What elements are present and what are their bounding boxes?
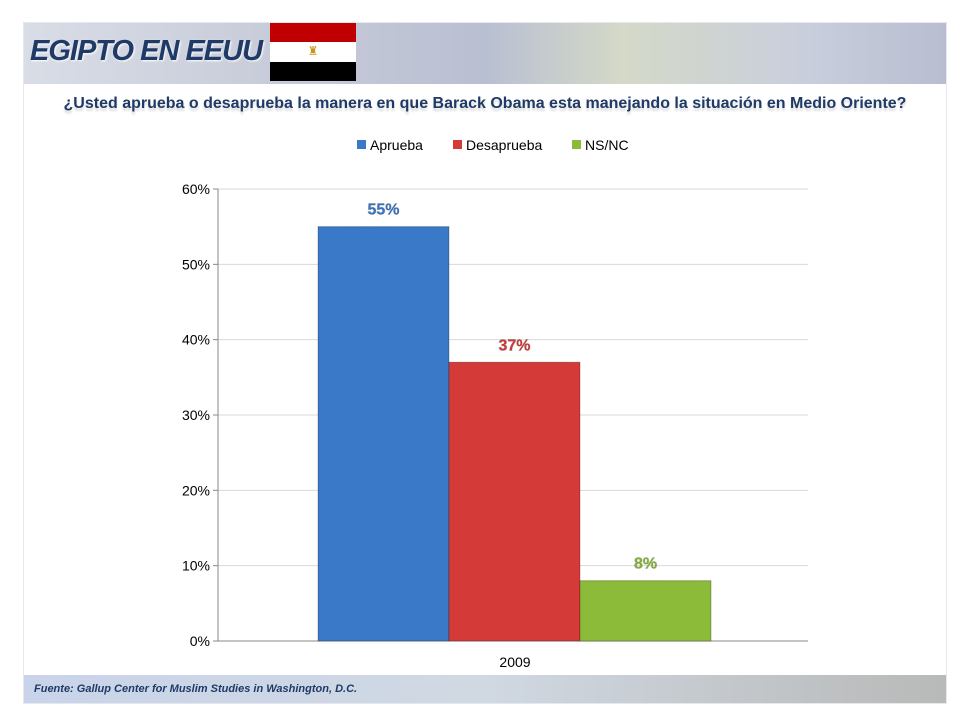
footer: Fuente: Gallup Center for Muslim Studies… <box>24 675 946 703</box>
chart-title: ¿Usted aprueba o desaprueba la manera en… <box>63 95 907 112</box>
y-tick-label: 40% <box>182 332 210 348</box>
y-tick-label: 60% <box>182 181 210 197</box>
banner: EGIPTO EN EEUU ♜ <box>24 23 946 84</box>
bar-shading <box>317 226 450 642</box>
legend-swatch <box>357 140 366 149</box>
egypt-flag-icon: ♜ <box>270 23 356 81</box>
y-tick-label: 50% <box>182 256 210 272</box>
y-tick-label: 0% <box>190 633 210 649</box>
y-tick-label: 20% <box>182 482 210 498</box>
legend-swatch <box>453 140 462 149</box>
legend-swatch <box>572 140 581 149</box>
bar-shading <box>579 580 712 642</box>
bar-shading <box>448 361 581 642</box>
data-label: 37% <box>498 337 530 354</box>
legend-label: Desaprueba <box>466 137 542 153</box>
y-tick-label: 30% <box>182 407 210 423</box>
source-note: Fuente: Gallup Center for Muslim Studies… <box>34 683 358 695</box>
y-tick-label: 10% <box>182 558 210 574</box>
data-label: 8% <box>634 556 657 573</box>
legend-label: Aprueba <box>370 137 423 153</box>
data-label: 55% <box>367 202 399 219</box>
legend-label: NS/NC <box>585 137 629 153</box>
x-tick-label: 2009 <box>499 654 530 670</box>
brand-title: EGIPTO EN EEUU <box>30 35 263 67</box>
